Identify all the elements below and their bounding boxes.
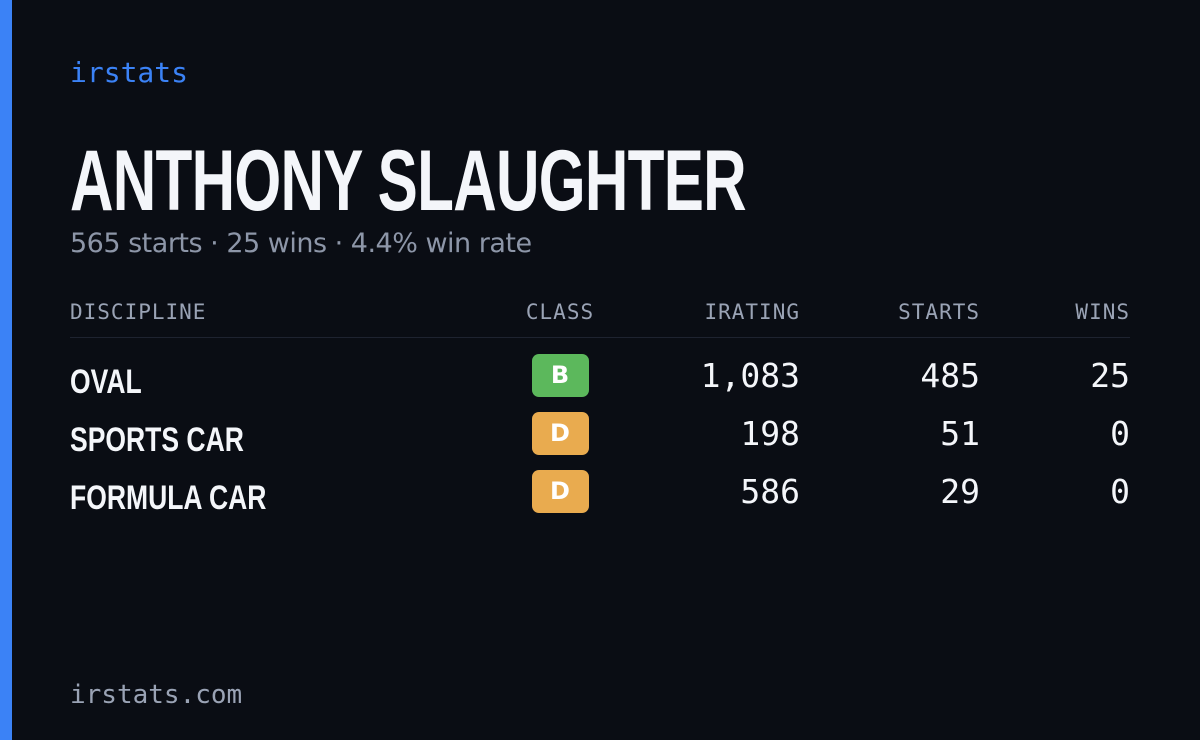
column-header: WINS <box>1075 300 1130 324</box>
footer-url: irstats.com <box>70 680 243 710</box>
brand: irstats <box>70 56 189 89</box>
discipline: OVAL <box>70 363 142 401</box>
discipline: FORMULA CAR <box>70 479 267 517</box>
header-rule <box>70 337 1130 338</box>
class-badge: B <box>531 354 589 397</box>
column-header: IRATING <box>704 300 800 324</box>
class-badge: D <box>531 470 589 513</box>
wins-value: 0 <box>1110 414 1130 453</box>
starts-value: 485 <box>920 356 980 395</box>
wins-value: 25 <box>1090 356 1130 395</box>
irating-value: 1,083 <box>700 356 800 395</box>
summary: 565 starts · 25 wins · 4.4% win rate <box>70 228 532 259</box>
irating-value: 198 <box>740 414 800 453</box>
irating-value: 586 <box>740 472 800 511</box>
accent-bar <box>0 0 12 740</box>
column-header: DISCIPLINE <box>70 300 207 324</box>
starts-value: 51 <box>940 414 980 453</box>
wins-value: 0 <box>1110 472 1130 511</box>
driver-name: ANTHONY SLAUGHTER <box>70 133 747 229</box>
column-header: STARTS <box>898 300 980 324</box>
column-header: CLASS <box>525 300 595 324</box>
class-badge: D <box>531 412 589 455</box>
discipline: SPORTS CAR <box>70 421 244 459</box>
starts-value: 29 <box>940 472 980 511</box>
